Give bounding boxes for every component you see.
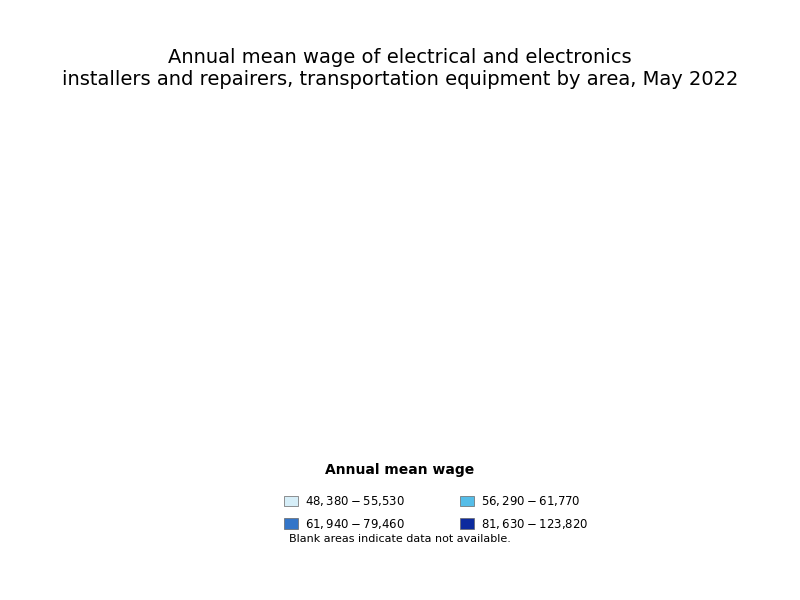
Text: Annual mean wage of electrical and electronics
installers and repairers, transpo: Annual mean wage of electrical and elect…	[62, 48, 738, 89]
Text: Blank areas indicate data not available.: Blank areas indicate data not available.	[289, 534, 511, 544]
Text: $56,290 - $61,770: $56,290 - $61,770	[481, 494, 580, 508]
Text: $48,380 - $55,530: $48,380 - $55,530	[305, 494, 405, 508]
Text: $81,630 - $123,820: $81,630 - $123,820	[481, 517, 588, 531]
Text: $61,940 - $79,460: $61,940 - $79,460	[305, 517, 405, 531]
Text: Annual mean wage: Annual mean wage	[326, 463, 474, 477]
